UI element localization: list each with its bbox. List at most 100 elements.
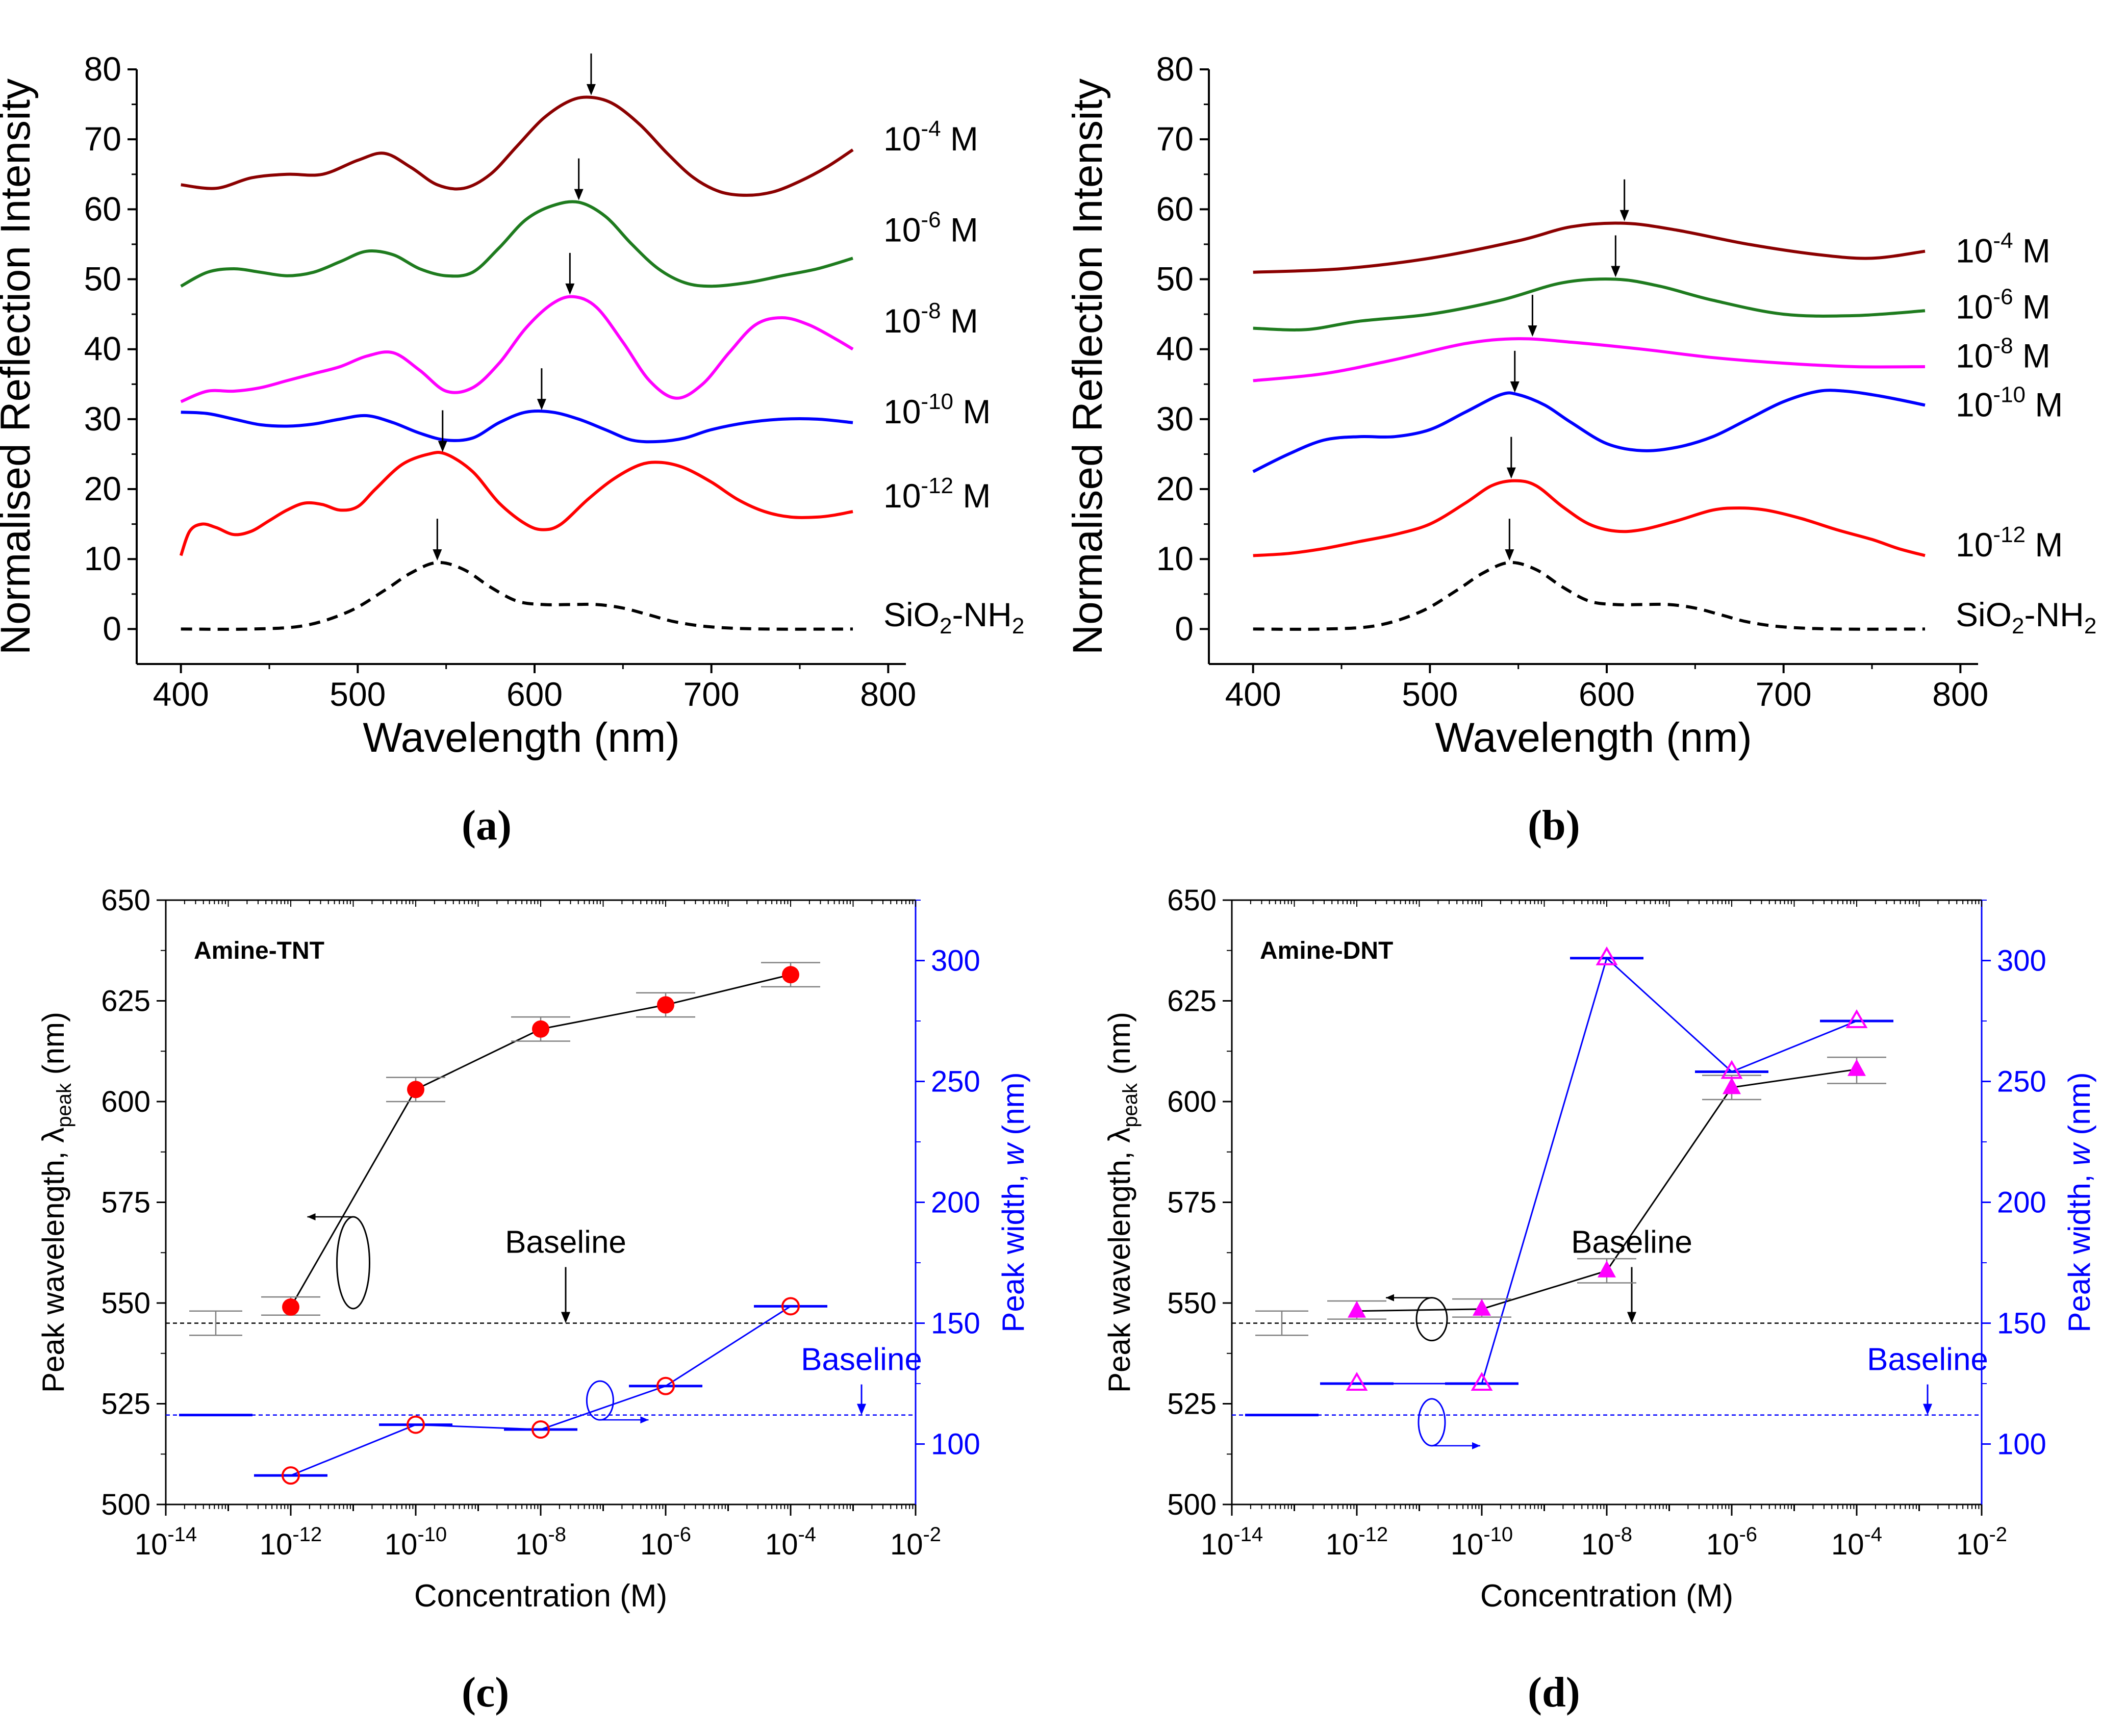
spectra-chart-b: 400 500 600 700 800 0 10 20 30 40 50 60 70 80 Waveleng… (1065, 50, 2096, 761)
y-tick-label: 70 (84, 120, 121, 158)
baseline-arrow (561, 1267, 570, 1323)
series-line (181, 561, 853, 631)
y-tick-label: 650 (101, 884, 150, 917)
wavelength-point (1723, 1077, 1741, 1094)
y-tick-label: 10 (84, 540, 121, 577)
baseline-label: Baseline (505, 1225, 626, 1260)
peak-arrow (1506, 437, 1516, 479)
y-tick-label: 625 (1167, 985, 1217, 1018)
y2-tick-label: 300 (931, 944, 980, 978)
series-10-10-m: 10-10 M (1252, 350, 2063, 473)
y-tick-label: 60 (1156, 190, 1194, 227)
y2-axis-title: Peak width, w (nm) (2062, 1072, 2096, 1332)
series-line (1253, 337, 1926, 382)
x-tick-label: 10-6 (640, 1523, 691, 1561)
series-label: 10-12 M (883, 473, 991, 515)
y-tick-label: 600 (1167, 1085, 1217, 1118)
series-10-8-m: 10-8 M (180, 252, 978, 403)
y2-tick-label: 300 (1997, 944, 2046, 978)
series-10-6-m: 10-6 M (1253, 235, 2051, 331)
baseline-error-bar (1255, 1310, 1308, 1336)
wavelength-point (1847, 1059, 1866, 1076)
peak-arrow (1510, 350, 1520, 393)
width-point (1845, 1009, 1868, 1028)
peak-arrow (574, 158, 584, 200)
x-axis-title: Wavelength (nm) (363, 714, 679, 761)
right-axis-arrow (600, 1416, 649, 1424)
series-10-10-m: 10-10 M (181, 368, 991, 444)
x-tick-label: 10-10 (385, 1523, 447, 1561)
y-tick-label: 650 (1167, 884, 1217, 917)
series-label: 10-10 M (1956, 382, 2063, 423)
y-tick-label: 10 (1156, 540, 1194, 577)
y-tick-label: 575 (1167, 1186, 1217, 1219)
y-tick-label: 80 (1156, 50, 1194, 88)
x-tick-label: 10-12 (260, 1523, 322, 1561)
wavelength-ellipse (1415, 1297, 1448, 1342)
wavelength-point (282, 1298, 299, 1316)
peak-arrow (1505, 519, 1514, 561)
concentration-chart-d: 10-14 10-12 10-10 10-8 10-6 10-4 10-2 500 525 550… (1102, 884, 2096, 1614)
y-tick-label: 525 (101, 1388, 150, 1421)
y-tick-label: 70 (1156, 120, 1194, 158)
series-label: 10-4 M (1956, 228, 2051, 270)
width-point (1596, 946, 1618, 965)
width-line (290, 1306, 791, 1476)
wavelength-point (1473, 1298, 1491, 1316)
series-label: 10-4 M (883, 116, 978, 158)
width-point (532, 1420, 550, 1439)
x-tick-label: 500 (330, 675, 386, 713)
series-10-12-m: 10-12 M (179, 410, 991, 556)
x-axis-title: Concentration (M) (1480, 1578, 1733, 1614)
x-tick-label: 400 (1225, 675, 1281, 713)
y-tick-label: 550 (101, 1287, 150, 1320)
wavelength-ellipse (336, 1216, 370, 1310)
baseline-label: Baseline (1571, 1225, 1692, 1260)
y2-tick-label: 100 (1997, 1428, 2046, 1461)
axes: 10-14 10-12 10-10 10-8 10-6 10-4 10-2 500 525 550… (36, 884, 1030, 1614)
wavelength-point (1598, 1260, 1616, 1278)
x-tick-label: 10-6 (1706, 1523, 1757, 1561)
y2-tick-label: 200 (931, 1186, 980, 1219)
x-tick-label: 400 (153, 675, 209, 713)
peak-arrow (433, 519, 442, 561)
y-tick-label: 50 (1156, 260, 1194, 298)
x-tick-label: 10-4 (1831, 1523, 1882, 1561)
series-line (179, 451, 853, 556)
peak-arrow (586, 53, 596, 95)
peak-arrow (1528, 295, 1537, 337)
x-tick-label: 10-2 (890, 1523, 941, 1561)
wavelength-point (532, 1020, 549, 1038)
panel-label-b: (b) (1528, 802, 1580, 849)
y-axis-title: Peak wavelength, λpeak (nm) (36, 1012, 75, 1393)
width-point (1720, 1060, 1743, 1079)
y2-tick-label: 250 (1997, 1065, 2046, 1099)
x-axis-title: Concentration (M) (414, 1578, 667, 1614)
x-tick-label: 700 (684, 675, 740, 713)
x-tick-label: 800 (1932, 675, 1988, 713)
series-sio2-nh2: SiO2-NH2 (1253, 519, 2096, 639)
series-10-8-m: 10-8 M (1253, 295, 2051, 382)
width-ellipse (1418, 1398, 1446, 1447)
y-tick-label: 500 (1167, 1488, 1217, 1521)
y-tick-label: 0 (103, 609, 121, 647)
axes: 10-14 10-12 10-10 10-8 10-6 10-4 10-2 500 525 550… (1102, 884, 2096, 1614)
series-label: 10-6 M (1956, 284, 2051, 325)
concentration-chart-c: 10-14 10-12 10-10 10-8 10-6 10-4 10-2 500 525 550… (36, 884, 1030, 1614)
left-axis-arrow (1386, 1294, 1432, 1301)
y-tick-label: 40 (84, 330, 121, 368)
series-10-12-m: 10-12 M (1253, 437, 2063, 564)
baseline-arrow (1627, 1267, 1636, 1323)
y2-axis-title: Peak width, w (nm) (996, 1072, 1030, 1332)
y-tick-label: 550 (1167, 1287, 1217, 1320)
y2-tick-label: 100 (931, 1428, 980, 1461)
baseline-width-label: Baseline (1867, 1342, 1988, 1377)
y-tick-label: 30 (84, 400, 121, 438)
series-line (1252, 389, 1926, 473)
width-point (656, 1376, 675, 1395)
panel-label-c: (c) (462, 1669, 510, 1716)
series-line (1253, 561, 1926, 631)
peak-arrow (1611, 235, 1621, 277)
y2-tick-label: 150 (931, 1307, 980, 1340)
